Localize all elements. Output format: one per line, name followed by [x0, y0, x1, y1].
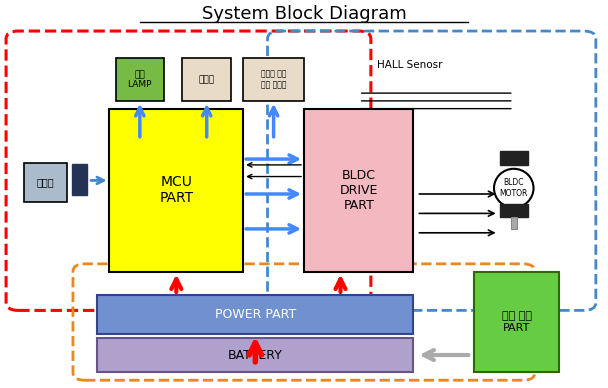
Ellipse shape — [494, 169, 534, 208]
FancyBboxPatch shape — [243, 58, 304, 101]
FancyBboxPatch shape — [474, 272, 559, 372]
Text: BATTERY: BATTERY — [228, 348, 283, 362]
FancyBboxPatch shape — [97, 295, 413, 334]
FancyBboxPatch shape — [500, 151, 528, 165]
FancyBboxPatch shape — [97, 338, 413, 372]
Text: BLDC
DRIVE
PART: BLDC DRIVE PART — [339, 169, 378, 211]
Text: System Block Diagram: System Block Diagram — [202, 5, 406, 23]
Text: 회생 저항
PART: 회생 저항 PART — [502, 311, 532, 333]
FancyBboxPatch shape — [500, 204, 528, 217]
FancyBboxPatch shape — [109, 109, 243, 272]
FancyBboxPatch shape — [72, 164, 87, 195]
FancyBboxPatch shape — [182, 58, 231, 101]
Text: MCU
PART: MCU PART — [159, 175, 193, 205]
Text: 싸이렌: 싸이렌 — [199, 75, 215, 84]
FancyBboxPatch shape — [304, 109, 413, 272]
Text: 전방
LAMP: 전방 LAMP — [128, 70, 152, 89]
Text: 쓰로틀: 쓰로틀 — [37, 177, 54, 187]
Text: HALL Senosr: HALL Senosr — [377, 60, 443, 70]
Text: 배터리 잔량
체크 표시기: 배터리 잔량 체크 표시기 — [261, 70, 286, 89]
FancyBboxPatch shape — [511, 217, 517, 229]
FancyBboxPatch shape — [24, 163, 67, 202]
Text: BLDC
MOTOR: BLDC MOTOR — [500, 178, 528, 198]
Text: POWER PART: POWER PART — [215, 308, 296, 321]
FancyBboxPatch shape — [116, 58, 164, 101]
